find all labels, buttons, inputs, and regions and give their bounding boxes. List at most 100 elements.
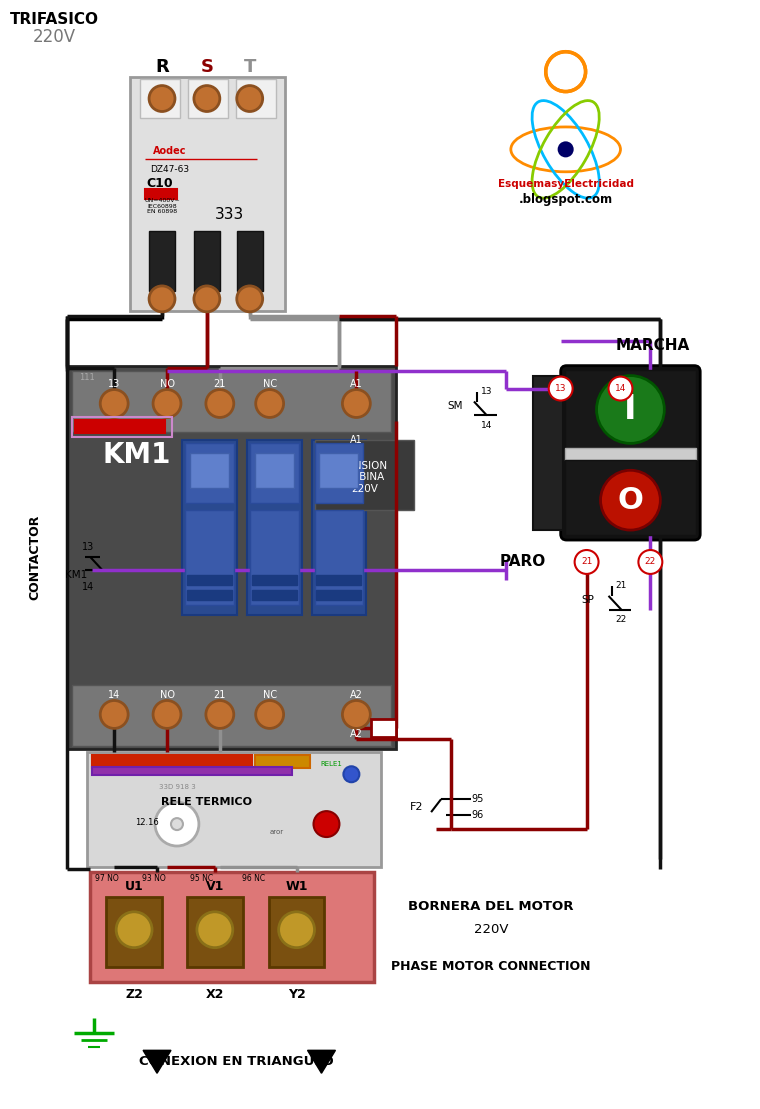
Text: UN=400V~
IEC60898
EN 60898: UN=400V~ IEC60898 EN 60898 bbox=[144, 197, 180, 214]
Text: 13: 13 bbox=[82, 542, 94, 552]
Text: O: O bbox=[618, 486, 644, 515]
Bar bbox=[565, 460, 696, 535]
Circle shape bbox=[638, 550, 662, 574]
Bar bbox=[250, 510, 299, 604]
Polygon shape bbox=[143, 1050, 171, 1074]
Bar bbox=[106, 897, 162, 967]
Bar bbox=[312, 440, 366, 614]
Text: 13: 13 bbox=[555, 384, 566, 393]
Text: 21: 21 bbox=[616, 581, 627, 590]
Bar bbox=[237, 231, 263, 291]
Text: X2: X2 bbox=[206, 988, 224, 1001]
Circle shape bbox=[255, 701, 283, 729]
Bar bbox=[236, 79, 276, 119]
Bar bbox=[68, 366, 396, 750]
Polygon shape bbox=[308, 1050, 335, 1074]
Text: 111: 111 bbox=[79, 373, 95, 383]
Text: 21: 21 bbox=[581, 558, 592, 567]
Bar bbox=[72, 684, 391, 746]
Text: 13: 13 bbox=[108, 378, 120, 388]
Bar bbox=[194, 231, 220, 291]
Text: BORNERA DEL MOTOR: BORNERA DEL MOTOR bbox=[408, 901, 574, 914]
Text: 95: 95 bbox=[472, 794, 484, 804]
Text: TENSION
BOBINA
220V: TENSION BOBINA 220V bbox=[341, 460, 388, 494]
Bar bbox=[255, 454, 293, 488]
Bar bbox=[269, 897, 325, 967]
Bar bbox=[252, 590, 296, 600]
Bar bbox=[565, 369, 696, 449]
Circle shape bbox=[343, 389, 370, 417]
Circle shape bbox=[609, 377, 632, 400]
Bar bbox=[145, 190, 177, 200]
Text: 93 NO: 93 NO bbox=[142, 874, 166, 884]
Circle shape bbox=[600, 470, 660, 530]
Bar bbox=[92, 755, 252, 769]
Circle shape bbox=[206, 389, 234, 417]
Text: NC: NC bbox=[263, 690, 277, 700]
Bar bbox=[72, 370, 391, 433]
Circle shape bbox=[575, 550, 599, 574]
Circle shape bbox=[546, 52, 586, 92]
Circle shape bbox=[100, 701, 128, 729]
Bar bbox=[315, 440, 414, 510]
Text: U1: U1 bbox=[125, 881, 144, 894]
Text: Z2: Z2 bbox=[125, 988, 143, 1001]
Text: PHASE MOTOR CONNECTION: PHASE MOTOR CONNECTION bbox=[391, 960, 591, 973]
Bar bbox=[252, 574, 296, 584]
Text: KM1: KM1 bbox=[103, 441, 171, 469]
Text: V1: V1 bbox=[206, 881, 224, 894]
Text: KM1: KM1 bbox=[65, 570, 87, 580]
Text: SP: SP bbox=[581, 594, 594, 604]
Text: 95 NC: 95 NC bbox=[190, 874, 214, 884]
Text: 21: 21 bbox=[214, 690, 226, 700]
Text: 333: 333 bbox=[215, 206, 245, 222]
Text: PARO: PARO bbox=[499, 554, 546, 570]
Text: C10: C10 bbox=[147, 176, 173, 190]
Text: 33D 918 3: 33D 918 3 bbox=[159, 784, 195, 791]
Circle shape bbox=[116, 912, 152, 948]
Circle shape bbox=[597, 376, 664, 444]
Bar bbox=[130, 77, 284, 311]
Text: 22: 22 bbox=[616, 615, 627, 624]
Text: RELE1: RELE1 bbox=[321, 761, 343, 767]
Text: S: S bbox=[201, 58, 214, 75]
Bar bbox=[188, 79, 228, 119]
Text: T: T bbox=[243, 58, 256, 75]
Text: Y2: Y2 bbox=[288, 988, 306, 1001]
Bar bbox=[533, 376, 562, 530]
Text: A1: A1 bbox=[350, 378, 363, 388]
Text: A2: A2 bbox=[350, 730, 363, 740]
Circle shape bbox=[155, 802, 199, 846]
Circle shape bbox=[153, 389, 181, 417]
Text: R: R bbox=[155, 58, 169, 75]
Circle shape bbox=[343, 701, 370, 729]
Bar bbox=[316, 590, 361, 600]
Circle shape bbox=[206, 701, 234, 729]
Bar bbox=[87, 752, 382, 867]
Text: TRIFASICO: TRIFASICO bbox=[10, 12, 99, 28]
Text: 14: 14 bbox=[108, 690, 120, 700]
Text: 14: 14 bbox=[481, 421, 492, 430]
Bar bbox=[187, 897, 242, 967]
Text: W1: W1 bbox=[285, 881, 308, 894]
Text: 96: 96 bbox=[472, 810, 484, 821]
Circle shape bbox=[194, 85, 220, 112]
Bar bbox=[255, 755, 309, 769]
Bar bbox=[319, 454, 359, 488]
Circle shape bbox=[197, 912, 233, 948]
Bar bbox=[187, 590, 232, 600]
Text: MARCHA: MARCHA bbox=[616, 338, 690, 353]
Bar bbox=[372, 720, 396, 737]
Circle shape bbox=[314, 811, 340, 837]
Text: aror: aror bbox=[270, 830, 283, 835]
Circle shape bbox=[344, 766, 359, 782]
Text: 220V: 220V bbox=[473, 923, 508, 936]
Text: 13: 13 bbox=[481, 387, 492, 396]
Bar bbox=[565, 448, 696, 460]
Text: Aodec: Aodec bbox=[154, 146, 187, 156]
Text: DZ47-63: DZ47-63 bbox=[150, 165, 189, 174]
Bar bbox=[187, 574, 232, 584]
Text: EsquemasyElectricidad: EsquemasyElectricidad bbox=[498, 180, 634, 190]
Text: 220V: 220V bbox=[33, 28, 76, 45]
Text: .blogspot.com: .blogspot.com bbox=[518, 193, 613, 205]
